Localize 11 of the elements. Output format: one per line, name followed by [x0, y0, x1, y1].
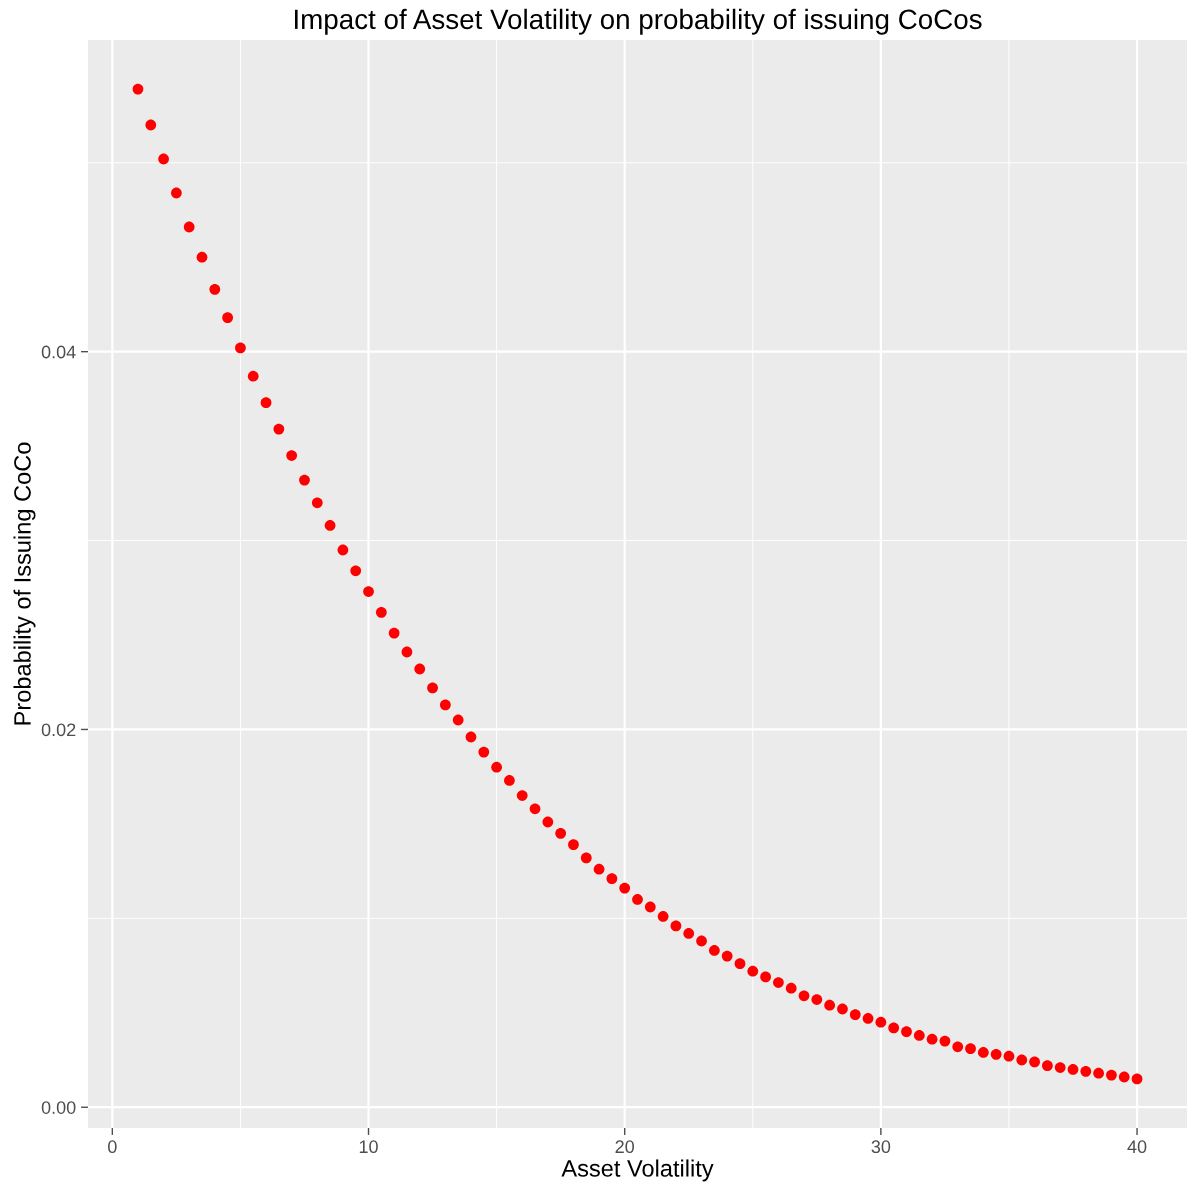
y-tick-label: 0.00 [41, 1101, 76, 1114]
x-axis-title: Asset Volatility [561, 1159, 714, 1182]
x-tick-label: 40 [1127, 1140, 1147, 1154]
y-tick-label: 0.02 [41, 723, 76, 737]
y-tick-label: 0.04 [41, 345, 76, 359]
x-tick-label: 30 [871, 1140, 891, 1154]
y-axis-title: Probability of Issuing CoCo [13, 442, 36, 725]
chart-title: Impact of Asset Volatility on probability of issuing CoCos [295, 8, 982, 35]
x-tick-label: 20 [615, 1140, 635, 1154]
x-tick-label: 0 [108, 1140, 117, 1154]
x-tick-label: 10 [359, 1140, 378, 1154]
